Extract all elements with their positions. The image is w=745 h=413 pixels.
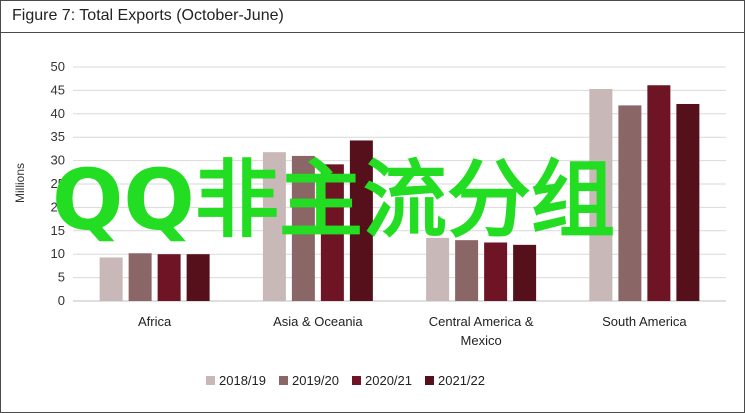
bar-2020-21-3 xyxy=(647,85,671,301)
y-tick-label: 15 xyxy=(51,223,65,238)
legend: 2018/19 2019/20 2020/21 2021/22 xyxy=(206,373,485,388)
x-category-label: Mexico xyxy=(461,333,502,348)
y-tick-label: 20 xyxy=(51,199,65,214)
legend-swatch xyxy=(206,376,215,385)
bar-2018-19-3 xyxy=(589,88,613,301)
legend-label: 2021/22 xyxy=(438,373,485,388)
bar-2020-21-1 xyxy=(320,164,344,301)
bar-2019-20-1 xyxy=(291,155,315,301)
bar-2021-22-3 xyxy=(676,103,700,301)
legend-swatch xyxy=(352,376,361,385)
y-tick-label: 25 xyxy=(51,176,65,191)
bar-2019-20-0 xyxy=(128,253,152,301)
legend-label: 2019/20 xyxy=(292,373,339,388)
y-tick-label: 5 xyxy=(58,270,65,285)
y-tick-label: 40 xyxy=(51,106,65,121)
bars xyxy=(99,85,700,301)
x-category-label: Africa xyxy=(138,314,172,329)
y-tick-label: 50 xyxy=(51,59,65,74)
legend-label: 2018/19 xyxy=(219,373,266,388)
chart-title: Figure 7: Total Exports (October-June) xyxy=(12,7,284,24)
bar-2019-20-2 xyxy=(455,240,479,301)
x-category-label: South America xyxy=(602,314,687,329)
y-tick-label: 35 xyxy=(51,129,65,144)
bar-2018-19-0 xyxy=(99,257,123,301)
legend-swatch xyxy=(279,376,288,385)
legend-label: 2020/21 xyxy=(365,373,412,388)
x-axis-categories: Africa Asia & Oceania Central America & Mex… xyxy=(138,314,687,348)
x-category-label: Central America & xyxy=(429,314,534,329)
bar-2019-20-3 xyxy=(618,105,642,301)
bar-2020-21-2 xyxy=(484,242,508,301)
bar-2018-19-1 xyxy=(262,152,286,301)
bar-2018-19-2 xyxy=(426,237,450,301)
legend-swatch xyxy=(425,376,434,385)
y-tick-label: 0 xyxy=(58,293,65,308)
y-axis-ticks: 0 5 10 15 20 25 30 35 40 45 50 xyxy=(51,59,65,308)
y-axis-title: Millions xyxy=(13,163,27,203)
bar-2021-22-2 xyxy=(513,244,537,301)
bar-2021-22-0 xyxy=(186,254,210,301)
bar-2020-21-0 xyxy=(157,254,181,301)
y-tick-label: 30 xyxy=(51,153,65,168)
gridlines xyxy=(73,66,726,302)
y-tick-label: 10 xyxy=(51,246,65,261)
bar-2021-22-1 xyxy=(349,140,373,301)
x-category-label: Asia & Oceania xyxy=(273,314,363,329)
title-divider xyxy=(1,32,744,33)
y-tick-label: 45 xyxy=(51,82,65,97)
watermark-overlay: QQ非主流分组 xyxy=(52,151,615,249)
